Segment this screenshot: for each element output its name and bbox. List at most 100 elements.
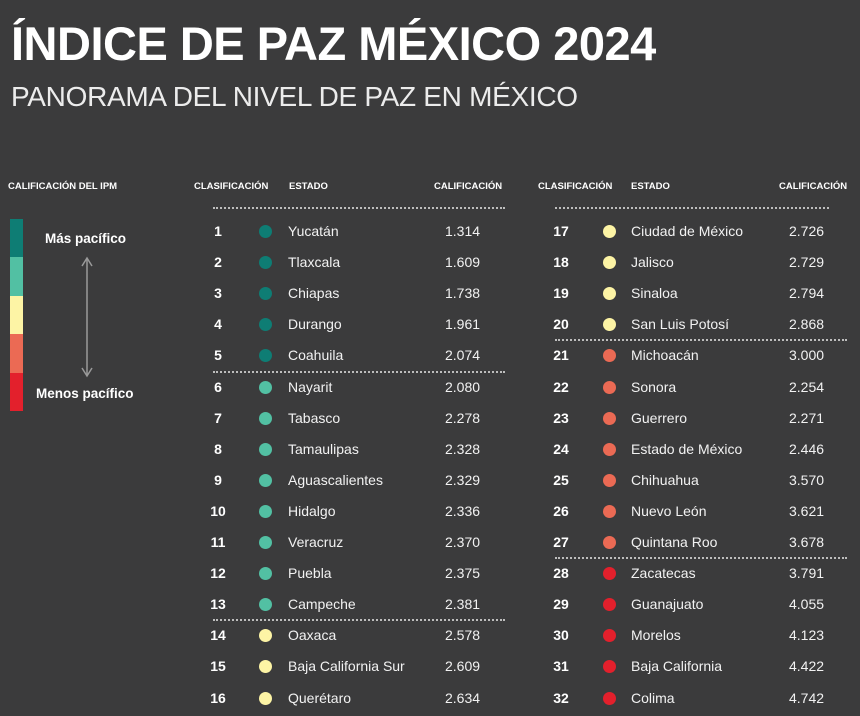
table-row: 5 Coahuila 2.074 xyxy=(0,340,860,371)
tier-divider xyxy=(555,557,847,560)
table-row: 11 Veracruz 2.370 xyxy=(0,527,860,558)
state-cell: Michoacán xyxy=(631,347,699,364)
rank-cell: 21 xyxy=(553,347,569,364)
tier-divider xyxy=(213,370,505,373)
score-cell: 3.678 xyxy=(789,534,825,550)
header-divider xyxy=(213,207,505,209)
tier-dot-icon xyxy=(259,504,272,518)
rank-cell: 27 xyxy=(553,534,569,550)
tier-dot-icon xyxy=(603,380,616,394)
rank-cell: 28 xyxy=(553,565,569,582)
score-cell: 2.074 xyxy=(445,347,481,364)
tier-dot-icon xyxy=(603,598,616,612)
table-row: 26 Nuevo León 3.621 xyxy=(0,496,860,527)
score-cell: 2.278 xyxy=(445,409,481,426)
tier-dot-icon xyxy=(259,629,272,643)
score-cell: 3.570 xyxy=(789,471,825,488)
tier-dot-icon xyxy=(603,256,616,270)
legend-bottom-label: Menos pacífico xyxy=(36,386,134,401)
state-cell: Guerrero xyxy=(631,409,688,426)
page-subtitle: PANORAMA DEL NIVEL DE PAZ EN MÉXICO xyxy=(11,81,578,112)
state-cell: Estado de México xyxy=(631,440,743,457)
rank-cell: 15 xyxy=(210,658,226,675)
tier-dot-icon xyxy=(603,225,616,238)
score-cell: 2.634 xyxy=(445,689,481,706)
table-row: 30 Morelos 4.123 xyxy=(0,620,860,651)
rank-cell: 30 xyxy=(553,627,569,644)
right-header-score: CALIFICACIÓN xyxy=(779,181,848,192)
rank-cell: 3 xyxy=(214,285,222,302)
score-cell: 2.609 xyxy=(445,658,481,675)
state-cell: Tabasco xyxy=(288,409,341,426)
tier-dot-icon xyxy=(259,411,272,425)
tier-dot-icon xyxy=(603,473,616,487)
score-cell: 2.375 xyxy=(445,565,481,582)
score-cell: 2.271 xyxy=(789,409,825,426)
rank-cell: 32 xyxy=(553,689,569,706)
left-header-state: ESTADO xyxy=(289,181,328,192)
rank-cell: 16 xyxy=(210,689,226,706)
legend-header: CALIFICACIÓN DEL IPM xyxy=(8,181,118,192)
state-cell: Veracruz xyxy=(288,534,344,550)
score-cell: 2.868 xyxy=(789,316,825,333)
tier-divider xyxy=(213,619,505,622)
score-cell: 2.080 xyxy=(445,378,481,395)
state-cell: Sonora xyxy=(631,378,677,395)
state-cell: Chiapas xyxy=(288,285,340,302)
rank-cell: 24 xyxy=(553,440,569,457)
rank-cell: 8 xyxy=(214,440,222,457)
table-row: 31 Baja California 4.422 xyxy=(0,651,860,682)
score-cell: 2.336 xyxy=(445,502,481,519)
state-cell: San Luis Potosí xyxy=(631,316,730,333)
rank-cell: 7 xyxy=(214,409,222,426)
tier-dot-icon xyxy=(259,660,272,674)
legend-swatch-1 xyxy=(10,219,23,258)
tier-dot-icon xyxy=(603,536,616,549)
state-cell: Nuevo León xyxy=(631,502,707,519)
state-cell: Campeche xyxy=(288,596,356,613)
header-divider xyxy=(555,207,829,209)
table-row: 19 Sinaloa 2.794 xyxy=(0,278,860,309)
score-cell: 2.328 xyxy=(445,440,481,457)
table-row: 1 Yucatán 1.314 xyxy=(0,216,860,247)
table-row: 21 Michoacán 3.000 xyxy=(0,340,860,371)
score-cell: 2.446 xyxy=(789,440,825,457)
legend-top-label: Más pacífico xyxy=(45,231,127,246)
score-cell: 4.422 xyxy=(789,658,825,675)
tier-dot-icon xyxy=(259,380,272,394)
tier-dot-icon xyxy=(603,318,616,332)
state-cell: Chihuahua xyxy=(631,471,699,488)
table-row: 20 San Luis Potosí 2.868 xyxy=(0,309,860,340)
tier-dot-icon xyxy=(259,536,272,549)
tier-dot-icon xyxy=(603,349,616,363)
score-cell: 2.726 xyxy=(789,223,825,239)
table-row: 29 Guanajuato 4.055 xyxy=(0,589,860,620)
rank-cell: 10 xyxy=(210,502,226,519)
state-cell: Puebla xyxy=(288,565,332,582)
legend-swatch-5 xyxy=(10,372,23,411)
rank-cell: 12 xyxy=(210,565,226,582)
right-header-rank: CLASIFICACIÓN xyxy=(538,181,613,192)
legend-swatch-2 xyxy=(10,257,23,296)
rank-cell: 1 xyxy=(214,223,222,239)
rank-cell: 2 xyxy=(214,254,222,271)
tier-divider xyxy=(555,339,847,342)
score-cell: 1.738 xyxy=(445,285,481,302)
rank-cell: 4 xyxy=(214,316,222,333)
state-cell: Tamaulipas xyxy=(288,440,359,457)
table-row: 17 Ciudad de México 2.726 xyxy=(0,216,860,247)
state-cell: Sinaloa xyxy=(631,285,678,302)
rank-cell: 18 xyxy=(553,254,569,271)
table-row: 13 Campeche 2.381 xyxy=(0,589,860,620)
score-cell: 2.254 xyxy=(789,378,825,395)
rank-cell: 19 xyxy=(553,285,569,302)
state-cell: Nayarit xyxy=(288,378,333,395)
table-row: 3 Chiapas 1.738 xyxy=(0,278,860,309)
table-row: 16 Querétaro 2.634 xyxy=(0,683,860,714)
rank-cell: 6 xyxy=(214,378,222,395)
score-cell: 2.729 xyxy=(789,254,825,271)
state-cell: Coahuila xyxy=(288,347,344,364)
score-cell: 1.961 xyxy=(445,316,481,333)
page-title: ÍNDICE DE PAZ MÉXICO 2024 xyxy=(11,17,656,70)
rank-cell: 13 xyxy=(210,596,226,613)
